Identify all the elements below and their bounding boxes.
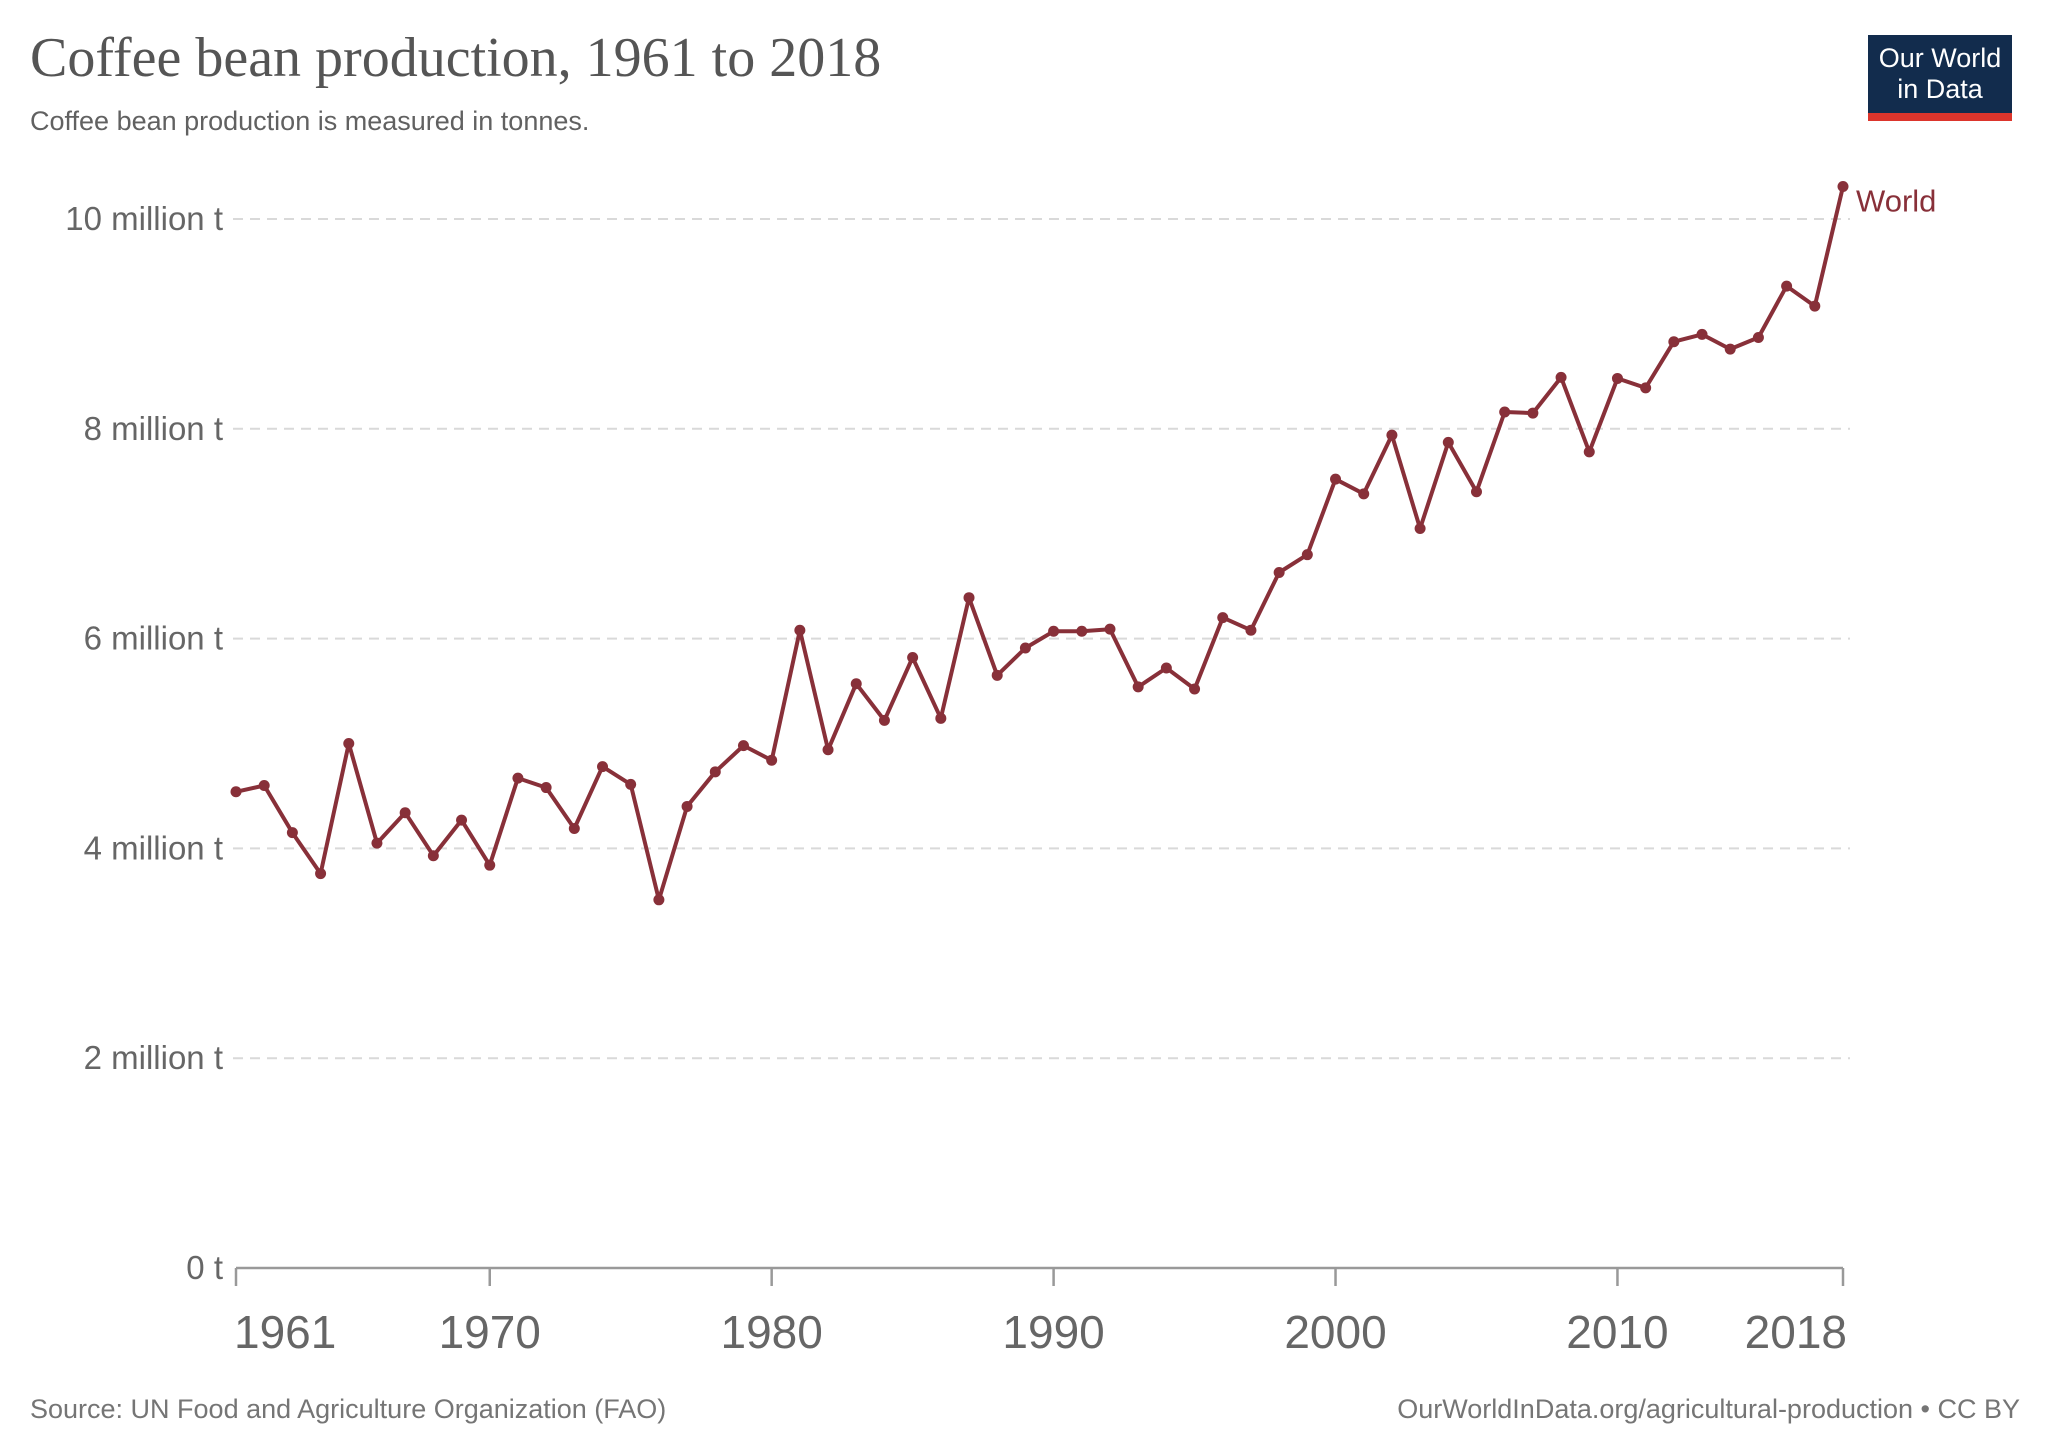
data-point[interactable]	[258, 779, 270, 791]
data-point[interactable]	[1019, 642, 1031, 654]
data-point[interactable]	[315, 868, 327, 880]
data-point[interactable]	[1358, 488, 1370, 500]
y-axis-label: 6 million t	[84, 620, 223, 657]
owid-logo-text-line1: Our World	[1878, 43, 2002, 73]
data-point[interactable]	[1330, 473, 1342, 485]
data-point[interactable]	[1583, 446, 1595, 458]
data-point[interactable]	[597, 761, 609, 773]
data-point[interactable]	[681, 800, 693, 812]
y-axis-label: 0 t	[186, 1249, 223, 1286]
data-point[interactable]	[1752, 332, 1764, 344]
data-point[interactable]	[512, 772, 524, 784]
x-axis-label: 1990	[1002, 1306, 1104, 1358]
data-point[interactable]	[371, 837, 383, 849]
data-point[interactable]	[625, 778, 637, 790]
data-point[interactable]	[1076, 625, 1088, 637]
data-point[interactable]	[1527, 407, 1539, 419]
data-point[interactable]	[737, 740, 749, 752]
data-point[interactable]	[399, 807, 411, 819]
data-point[interactable]	[878, 714, 890, 726]
data-point[interactable]	[822, 744, 834, 756]
data-point[interactable]	[1217, 612, 1229, 624]
data-point[interactable]	[1386, 429, 1398, 441]
data-point[interactable]	[1809, 300, 1821, 312]
data-point[interactable]	[709, 766, 721, 778]
data-point[interactable]	[1640, 382, 1652, 394]
page-subtitle: Coffee bean production is measured in to…	[30, 106, 590, 136]
owid-logo[interactable]: Our World in Data	[1868, 35, 2012, 121]
data-point[interactable]	[1781, 280, 1793, 292]
data-point[interactable]	[794, 624, 806, 636]
data-point[interactable]	[850, 678, 862, 690]
data-point[interactable]	[1668, 336, 1680, 348]
data-point[interactable]	[907, 651, 919, 663]
data-point[interactable]	[484, 859, 496, 871]
x-axis-label: 1970	[439, 1306, 541, 1358]
data-point[interactable]	[1273, 567, 1285, 579]
y-axis-label: 8 million t	[84, 410, 223, 447]
x-axis-label: 2018	[1745, 1306, 1847, 1358]
data-point[interactable]	[286, 827, 298, 839]
data-point[interactable]	[1499, 406, 1511, 418]
owid-logo-text-line2: in Data	[1897, 74, 1983, 104]
data-point[interactable]	[540, 782, 552, 794]
series-line-world	[234, 184, 1845, 902]
data-point[interactable]	[1837, 180, 1849, 192]
data-point[interactable]	[230, 786, 242, 798]
data-point[interactable]	[963, 592, 975, 604]
data-point[interactable]	[766, 754, 778, 766]
data-point[interactable]	[1611, 372, 1623, 384]
data-point[interactable]	[1160, 662, 1172, 674]
data-point[interactable]	[456, 814, 468, 826]
data-point[interactable]	[935, 712, 947, 724]
data-point[interactable]	[991, 669, 1003, 681]
logo-red-bar	[1868, 113, 2012, 121]
source-note: Source: UN Food and Agriculture Organiza…	[30, 1394, 667, 1424]
data-point[interactable]	[1132, 681, 1144, 693]
x-axis-label: 2010	[1566, 1306, 1668, 1358]
data-point[interactable]	[1442, 436, 1454, 448]
x-axis-label: 2000	[1284, 1306, 1386, 1358]
data-point[interactable]	[1555, 371, 1567, 383]
y-axis-label: 4 million t	[84, 829, 223, 866]
data-point[interactable]	[1189, 683, 1201, 695]
data-point[interactable]	[343, 738, 355, 749]
data-point[interactable]	[1104, 623, 1116, 635]
data-point[interactable]	[1048, 625, 1060, 637]
series-label-world[interactable]: World	[1856, 183, 1936, 218]
data-point[interactable]	[653, 894, 665, 906]
data-point[interactable]	[1696, 328, 1708, 340]
y-axis-label: 10 million t	[65, 200, 223, 237]
data-point[interactable]	[568, 822, 580, 834]
data-point[interactable]	[1245, 624, 1257, 636]
data-point[interactable]	[1301, 549, 1313, 561]
data-point[interactable]	[1724, 343, 1736, 355]
data-point[interactable]	[427, 850, 439, 862]
x-axis-label: 1961	[234, 1306, 336, 1358]
data-point[interactable]	[1470, 486, 1482, 498]
data-point[interactable]	[1414, 522, 1426, 534]
x-axis-label: 1980	[720, 1306, 822, 1358]
page-title: Coffee bean production, 1961 to 2018	[30, 27, 882, 89]
y-axis-label: 2 million t	[84, 1039, 223, 1076]
attribution-link[interactable]: OurWorldInData.org/agricultural-producti…	[1397, 1394, 2020, 1424]
